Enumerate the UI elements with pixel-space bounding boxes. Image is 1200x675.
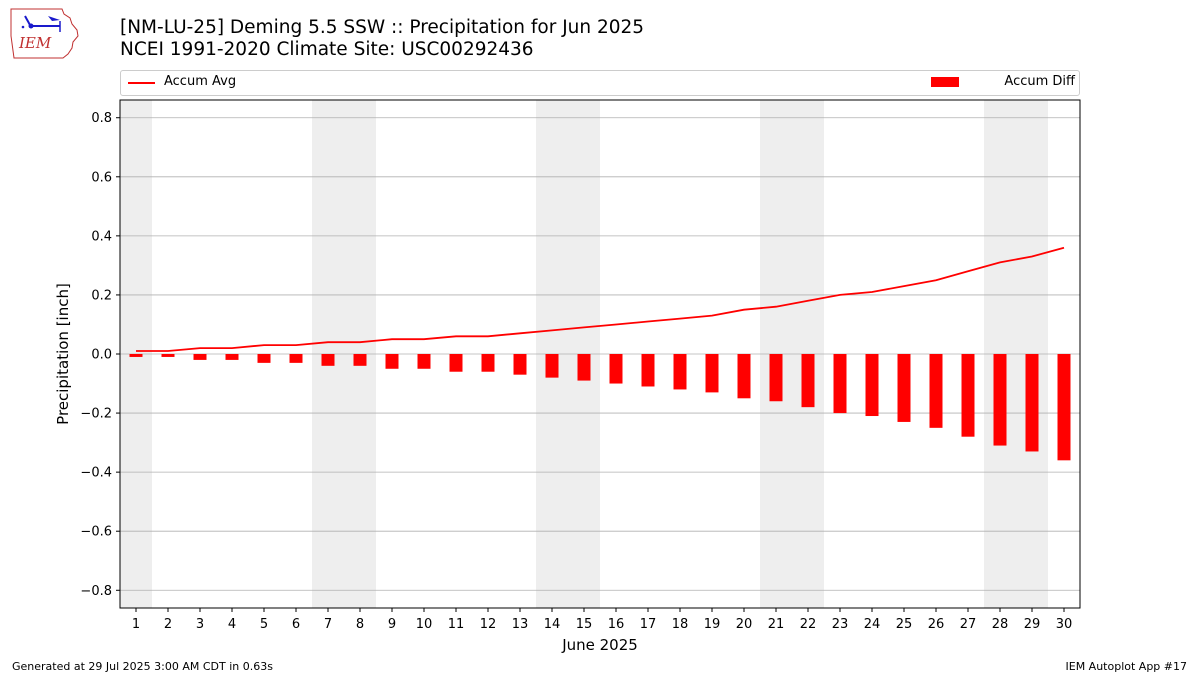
title-line-1: [NM-LU-25] Deming 5.5 SSW :: Precipitati…	[120, 17, 645, 38]
bar-accum-diff	[641, 354, 655, 387]
y-tick-label: −0.6	[80, 525, 112, 540]
x-tick-label: 3	[196, 617, 204, 632]
legend-avg-label: Accum Avg	[164, 74, 237, 89]
bar-accum-diff	[1025, 354, 1039, 452]
bar-accum-diff	[385, 354, 399, 369]
x-tick-label: 17	[640, 617, 657, 632]
y-tick-label: 0.4	[91, 229, 112, 244]
y-tick-label: 0.2	[91, 288, 112, 303]
bar-accum-diff	[609, 354, 623, 384]
y-tick-label: 0.6	[91, 170, 112, 185]
bar-accum-diff	[801, 354, 815, 408]
iem-logo: IEM	[10, 8, 79, 59]
bar-accum-diff	[513, 354, 527, 375]
bar-accum-diff	[353, 354, 367, 366]
bar-accum-diff	[865, 354, 879, 417]
legend-avg-swatch	[128, 82, 155, 84]
x-tick-label: 2	[164, 617, 172, 632]
bar-accum-diff	[769, 354, 783, 402]
footer-app: IEM Autoplot App #17	[1065, 660, 1188, 673]
bar-accum-diff	[929, 354, 943, 428]
y-tick-label: −0.4	[80, 466, 112, 481]
x-tick-label: 14	[544, 617, 561, 632]
x-tick-label: 30	[1056, 617, 1073, 632]
x-tick-label: 11	[448, 617, 465, 632]
bar-accum-diff	[161, 354, 175, 357]
y-tick-label: −0.2	[80, 407, 112, 422]
bar-accum-diff	[257, 354, 271, 363]
bar-accum-diff	[961, 354, 975, 437]
line-accum-avg	[136, 246, 1065, 352]
bar-accum-diff	[833, 354, 847, 414]
bar-accum-diff	[289, 354, 303, 363]
x-tick-label: 16	[608, 617, 625, 632]
x-tick-label: 7	[324, 617, 332, 632]
y-tick-label: −0.8	[80, 584, 112, 599]
bar-accum-diff	[545, 354, 559, 378]
bar-accum-diff	[481, 354, 495, 372]
x-tick-label: 10	[416, 617, 433, 632]
x-tick-label: 15	[576, 617, 593, 632]
footer-generated: Generated at 29 Jul 2025 3:00 AM CDT in …	[12, 660, 273, 673]
bar-accum-diff	[705, 354, 719, 393]
y-tick-label: 0.8	[91, 111, 112, 126]
y-axis-label: Precipitation [inch]	[54, 283, 72, 425]
bar-accum-diff	[193, 354, 207, 360]
y-tick-label: 0.0	[91, 348, 112, 363]
logo-text: IEM	[18, 34, 52, 52]
x-tick-label: 9	[388, 617, 396, 632]
bar-accum-diff	[577, 354, 591, 381]
x-tick-label: 22	[800, 617, 817, 632]
bar-accum-diff	[449, 354, 463, 372]
bar-accum-diff	[993, 354, 1007, 446]
bar-accum-diff	[321, 354, 335, 366]
x-tick-label: 5	[260, 617, 268, 632]
x-tick-label: 24	[864, 617, 881, 632]
x-tick-label: 27	[960, 617, 977, 632]
x-tick-label: 26	[928, 617, 945, 632]
legend: Accum Avg Accum Diff	[120, 70, 1080, 96]
x-tick-label: 29	[1024, 617, 1041, 632]
title-line-2: NCEI 1991-2020 Climate Site: USC00292436	[120, 39, 534, 60]
x-tick-label: 6	[292, 617, 300, 632]
bar-accum-diff	[673, 354, 687, 390]
x-tick-label: 12	[480, 617, 497, 632]
bar-accum-diff	[897, 354, 911, 422]
x-tick-label: 23	[832, 617, 849, 632]
bar-accum-diff	[417, 354, 431, 369]
x-tick-label: 8	[356, 617, 364, 632]
bar-accum-diff	[737, 354, 751, 399]
x-tick-label: 21	[768, 617, 785, 632]
x-tick-label: 25	[896, 617, 913, 632]
bar-accum-diff	[1057, 354, 1071, 461]
x-tick-label: 28	[992, 617, 1009, 632]
x-tick-label: 19	[704, 617, 721, 632]
x-axis-label: June 2025	[561, 636, 638, 654]
x-tick-label: 1	[132, 617, 140, 632]
x-tick-label: 18	[672, 617, 689, 632]
x-tick-label: 13	[512, 617, 529, 632]
bar-accum-diff	[225, 354, 239, 360]
x-tick-label: 4	[228, 617, 236, 632]
chart-title: [NM-LU-25] Deming 5.5 SSW :: Precipitati…	[120, 17, 644, 61]
legend-diff-label: Accum Diff	[1004, 74, 1075, 89]
legend-diff-swatch	[931, 77, 959, 87]
x-tick-label: 20	[736, 617, 753, 632]
bar-accum-diff	[129, 354, 143, 357]
